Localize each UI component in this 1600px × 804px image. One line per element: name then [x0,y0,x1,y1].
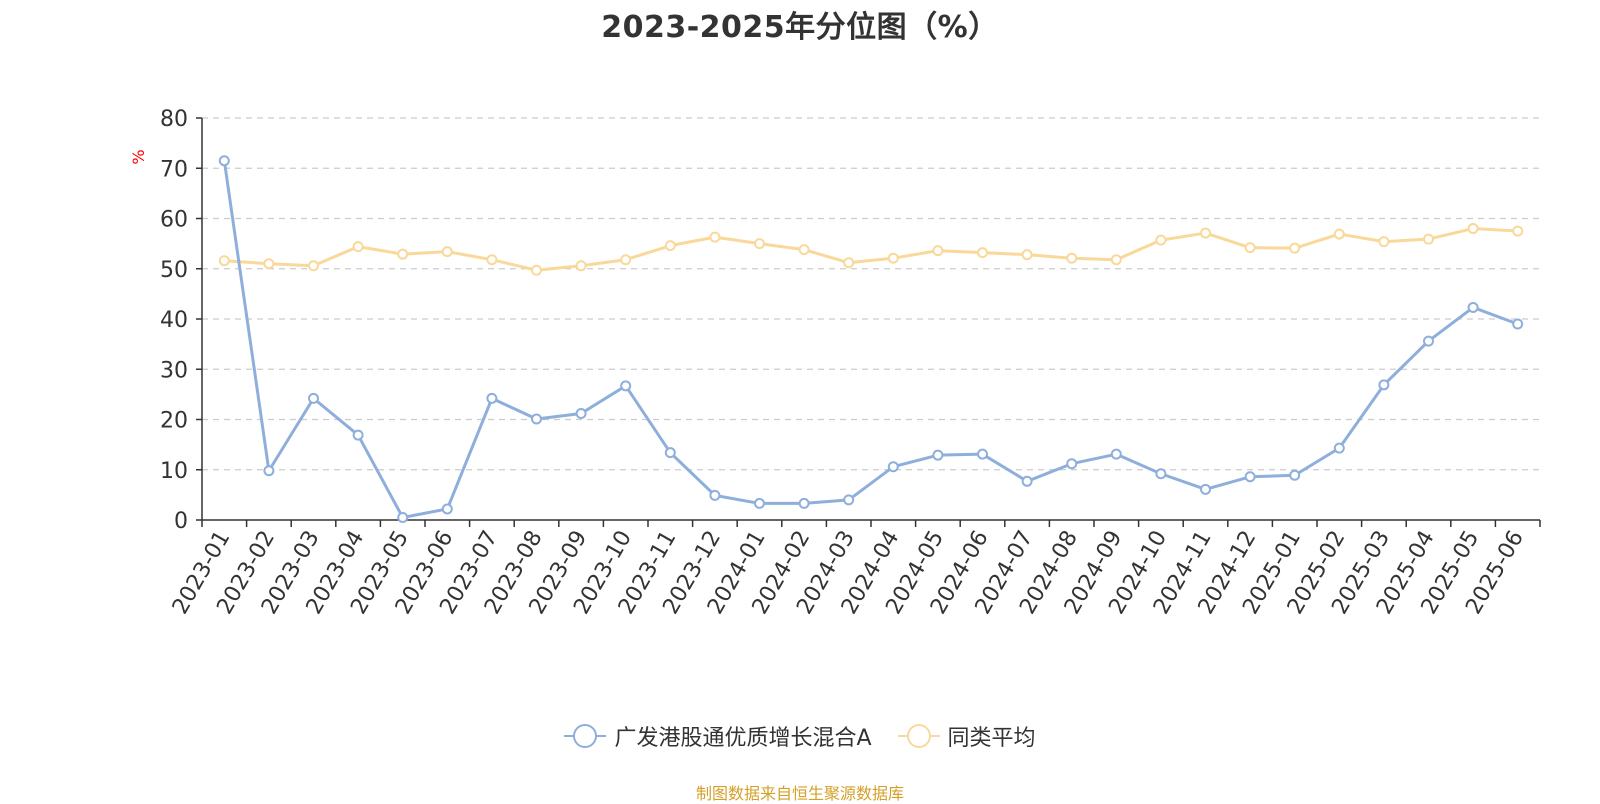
data-point [263,258,275,270]
data-point [620,254,632,266]
axes: 01020304050607080%2023-012023-022023-032… [129,107,1541,619]
data-point [1289,469,1301,481]
legend-label-series-2: 同类平均 [947,726,1036,751]
y-tick-label: 30 [160,358,188,383]
data-point [664,447,676,459]
data-point [1512,225,1524,237]
data-point [1512,318,1524,330]
data-point [887,252,899,264]
data-point [218,255,230,267]
y-tick-label: 20 [160,409,188,434]
data-point [352,429,364,441]
data-point [932,449,944,461]
data-point [531,413,542,425]
data-point [1021,249,1033,261]
data-point [977,247,988,259]
data-point [1423,233,1434,245]
data-point [397,511,409,523]
data-point [1423,335,1434,347]
data-point [1378,236,1390,248]
data-point [575,407,587,419]
data-point [486,392,498,404]
data-point [1066,458,1078,470]
data-point [1021,475,1033,487]
y-axis-label: % [129,149,148,164]
data-point [218,155,230,167]
legend-marker-series-2 [897,723,940,749]
data-point [754,497,765,509]
data-point [887,461,899,473]
data-point [352,241,364,253]
legend-item-series-2[interactable]: 同类平均 [897,720,1036,752]
data-point [1378,379,1390,391]
data-point [1289,242,1301,254]
y-tick-label: 70 [160,157,188,182]
legend-item-series-1[interactable]: 广发港股通优质增长混合A [564,720,872,752]
data-point [620,380,632,392]
series-lines [218,155,1524,523]
data-point [531,264,542,276]
line-chart: 01020304050607080%2023-012023-022023-032… [129,107,1541,619]
data-point [1244,242,1256,254]
series-line-2 [222,227,1520,272]
data-point [441,246,453,258]
legend: 广发港股通优质增长混合A 同类平均 [0,720,1600,752]
data-point [932,245,944,257]
data-point [977,448,988,460]
data-point [397,248,409,260]
data-point [1467,223,1479,235]
series-line-1 [222,159,1520,519]
data-point [1110,254,1122,266]
series-group-2 [218,223,1524,276]
data-point [798,244,810,256]
chart-title: 2023-2025年分位图（%） [601,10,999,45]
y-tick-label: 0 [174,509,188,534]
data-point [263,465,275,477]
y-tick-label: 60 [160,208,188,233]
data-point [1200,483,1211,495]
data-point [308,260,319,272]
data-point [709,231,721,243]
data-point [664,240,676,252]
legend-label-series-1: 广发港股通优质增长混合A [614,726,872,751]
data-point [1333,228,1345,240]
data-point [308,392,319,404]
series-group-1 [218,155,1524,523]
data-point [575,260,587,272]
data-point [1066,252,1078,264]
data-point [1155,234,1167,246]
data-point [1200,227,1211,239]
grid-lines [202,117,1540,471]
data-point [1244,471,1256,483]
y-tick-label: 40 [160,308,188,333]
y-tick-label: 10 [160,459,188,484]
data-point [754,238,765,250]
y-tick-label: 80 [160,107,188,132]
data-point [1110,448,1122,460]
y-tick-label: 50 [160,258,188,283]
data-point [798,497,810,509]
data-point [1155,468,1167,480]
source-note: 制图数据来自恒生聚源数据库 [695,784,904,803]
data-point [1467,301,1479,313]
data-point [843,257,855,269]
legend-marker-series-1 [564,723,607,749]
data-point [1333,442,1345,454]
data-point [486,254,498,266]
data-point [441,503,453,515]
data-point [843,494,855,506]
data-point [709,489,721,501]
